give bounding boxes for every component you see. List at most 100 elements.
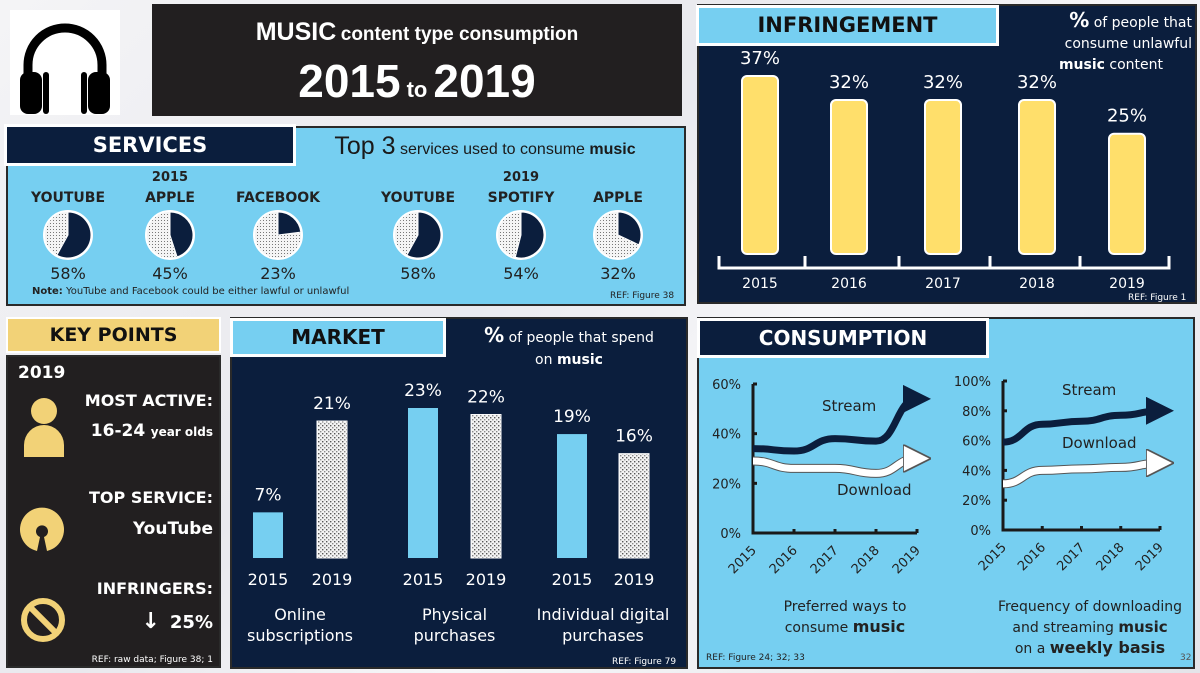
title-line-2: 2015 to 2019: [152, 54, 682, 108]
market-bar-label: 19%: [553, 407, 591, 427]
service-name: YOUTUBE: [30, 190, 106, 206]
download-line: [752, 459, 917, 477]
service-name: APPLE: [593, 190, 643, 206]
services-year-label: 2019: [502, 170, 540, 185]
infringement-subtitle: % of people that consume unlawful music …: [1000, 10, 1192, 76]
y-tick-label: 40%: [712, 428, 741, 443]
services-year-label: 2015: [151, 170, 189, 185]
pie-value-slice: [169, 211, 194, 258]
pie-value-slice: [617, 211, 642, 246]
x-tick-label: 2015: [726, 543, 760, 577]
y-tick-label: 60%: [962, 435, 991, 450]
market-bar-label: 16%: [615, 427, 653, 447]
service-percent: 45%: [152, 264, 188, 283]
infringement-year-label: 2017: [925, 276, 961, 292]
infringers-pct: 25%: [169, 612, 213, 633]
right-caption-line-2: and streaming: [1012, 620, 1114, 636]
service-pie: [496, 210, 546, 260]
market-year-label: 2015: [552, 570, 593, 589]
note-text: YouTube and Facebook could be either law…: [66, 286, 350, 297]
page-number: 32: [1180, 653, 1192, 663]
market-category-line: Individual digital: [536, 605, 670, 624]
consumption-ref: REF: Figure 24; 32; 33: [706, 653, 805, 663]
title-music: MUSIC: [255, 18, 337, 46]
infringement-bar-label: 32%: [923, 72, 963, 93]
keypoints-panel: 2019 MOST ACTIVE: 16-24 year olds TOP SE…: [6, 355, 221, 668]
x-tick-label: 2018: [1094, 540, 1128, 574]
y-tick-label: 0%: [720, 527, 741, 542]
keypoints-ref: REF: raw data; Figure 38; 1: [91, 655, 213, 665]
service-name: FACEBOOK: [236, 190, 320, 206]
market-panel: [230, 317, 688, 669]
service-pie: [145, 210, 195, 260]
infringement-axis-bracket: [717, 256, 1171, 270]
prohibited-icon: [21, 598, 65, 642]
infringement-year-label: 2016: [831, 276, 867, 292]
logo-box: [10, 10, 120, 115]
infringement-ref: REF: Figure 1: [1128, 293, 1187, 303]
market-bar-2019: [470, 414, 502, 559]
market-tab: MARKET: [230, 318, 446, 357]
market-bar-label: 23%: [404, 381, 442, 401]
y-tick-label: 100%: [954, 375, 991, 390]
right-caption-bold-1: music: [1118, 618, 1168, 636]
market-bar-2019: [618, 453, 650, 559]
x-tick-label: 2019: [1133, 540, 1167, 574]
pie-value-slice: [514, 211, 545, 259]
consumption-panel: [697, 317, 1195, 669]
consumption-tab: CONSUMPTION: [697, 318, 989, 358]
infringement-bar-label: 37%: [740, 48, 780, 69]
market-subtitle: % of people that spend on music: [455, 324, 683, 371]
market-sub-bold: music: [556, 352, 603, 368]
market-bar-2015: [408, 408, 438, 558]
consumption-left-caption: Preferred ways to consume music: [755, 597, 935, 638]
market-sub-1: of people that spend: [508, 330, 654, 346]
infringers-label: INFRINGERS:: [96, 579, 213, 598]
note-label: Note:: [32, 286, 63, 297]
title-to: to: [406, 77, 428, 102]
most-active-age: 16-24: [90, 421, 146, 441]
infringement-bar: [830, 99, 868, 256]
top-service-value: YouTube: [132, 519, 213, 539]
infringers-value: ↓ 25%: [141, 609, 213, 634]
market-category-label: Individual digital purchases: [523, 604, 683, 646]
pie-value-slice: [277, 211, 302, 236]
services-note: Note: YouTube and Facebook could be eith…: [32, 286, 349, 297]
market-bar-label: 7%: [255, 485, 282, 505]
service-percent: 23%: [260, 264, 296, 283]
left-caption-line-1: Preferred ways to: [783, 599, 907, 615]
x-tick-label: 2018: [849, 543, 883, 577]
infringement-sub-2: consume unlawful: [1064, 36, 1192, 52]
title-banner: MUSIC content type consumption 2015 to 201…: [152, 4, 682, 116]
market-chart: 7% 2015 21% 2019 23% 2015 22% 2019 19% 2015 16% 201…: [248, 381, 655, 589]
service-percent: 54%: [503, 264, 539, 283]
services-subtitle-bold: music: [589, 141, 636, 158]
market-bar-2015: [557, 434, 587, 558]
pie-value-slice: [406, 211, 442, 259]
market-year-label: 2019: [312, 570, 353, 589]
title-subtitle: content type consumption: [340, 24, 579, 45]
infringement-year-label: 2018: [1019, 276, 1055, 292]
infringement-tab: INFRINGEMENT: [696, 5, 999, 46]
y-tick-label: 80%: [962, 405, 991, 420]
right-caption-line-3: on a: [1014, 641, 1046, 657]
market-category-line: purchases: [413, 626, 496, 645]
service-pie: [593, 210, 643, 260]
infringement-sub-3: content: [1109, 57, 1164, 73]
service-name: APPLE: [145, 190, 195, 206]
x-tick-label: 2015: [976, 540, 1010, 574]
service-pie: [43, 210, 93, 260]
infringement-bar: [924, 99, 962, 256]
market-year-label: 2019: [614, 570, 655, 589]
person-icon: [24, 398, 64, 457]
market-bar-label: 21%: [313, 394, 351, 414]
stream-line: [1002, 396, 1174, 446]
market-bar-2015: [253, 512, 283, 558]
open-source-icon: [20, 507, 64, 551]
x-tick-label: 2016: [1015, 540, 1049, 574]
y-tick-label: 20%: [962, 494, 991, 509]
infringement-pct-symbol: %: [1069, 8, 1090, 32]
market-category-line: Online: [274, 605, 326, 624]
consumption-charts: 0%20%40%60%2015 2016 2017 2018 2019StreamDow…: [712, 375, 1195, 577]
x-tick-label: 2017: [1054, 540, 1088, 574]
